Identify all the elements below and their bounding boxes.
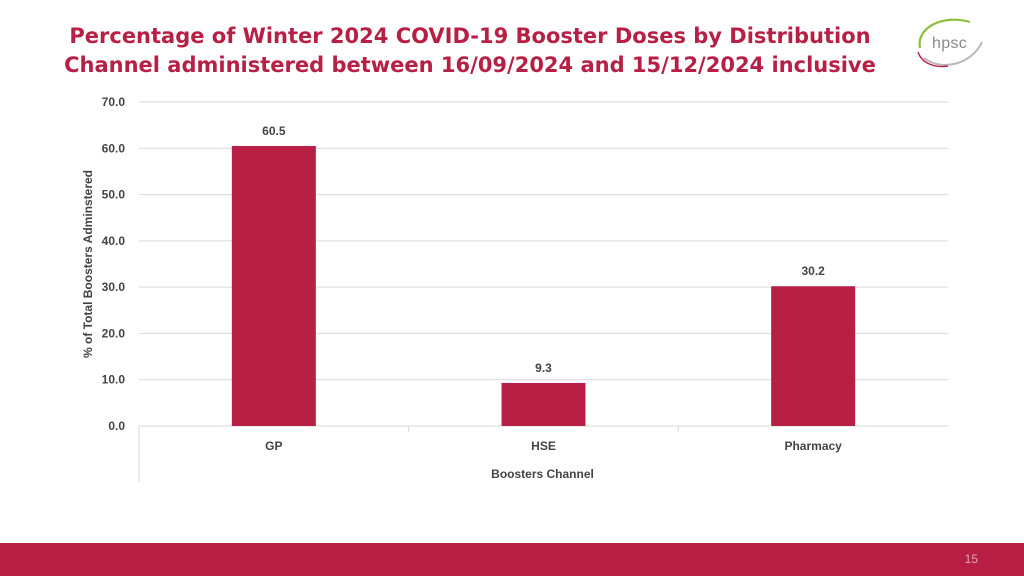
x-axis-categories: GP HSE Pharmacy bbox=[265, 439, 842, 453]
data-label-hse: 9.3 bbox=[535, 361, 552, 375]
footer-bar: 15 bbox=[0, 543, 1024, 576]
y-tick-label: 10.0 bbox=[102, 373, 126, 387]
slide-title-line-2: Channel administered between 16/09/2024 … bbox=[64, 53, 876, 77]
chart-bars bbox=[231, 145, 856, 426]
page-number: 15 bbox=[964, 552, 978, 566]
hpsc-logo: hpsc bbox=[912, 14, 986, 72]
category-label-gp: GP bbox=[265, 439, 282, 453]
y-tick-label: 60.0 bbox=[102, 141, 126, 155]
bar-data-labels: 60.5 9.3 30.2 bbox=[262, 124, 825, 375]
y-tick-label: 70.0 bbox=[102, 95, 126, 109]
y-axis-ticks: 0.0 10.0 20.0 30.0 40.0 50.0 60.0 70.0 bbox=[102, 95, 126, 433]
category-label-hse: HSE bbox=[531, 439, 556, 453]
data-label-gp: 60.5 bbox=[262, 124, 286, 138]
data-label-pharmacy: 30.2 bbox=[801, 264, 825, 278]
y-tick-label: 40.0 bbox=[102, 234, 126, 248]
slide-title-line-1: Percentage of Winter 2024 COVID-19 Boost… bbox=[69, 24, 871, 48]
y-tick-label: 20.0 bbox=[102, 326, 126, 340]
logo-swoosh-icon bbox=[917, 18, 983, 68]
y-tick-label: 50.0 bbox=[102, 188, 126, 202]
bar-pharmacy bbox=[771, 286, 856, 426]
bar-gp bbox=[231, 145, 316, 426]
bar-chart: 0.0 10.0 20.0 30.0 40.0 50.0 60.0 70.0 60.5 9.3 3… bbox=[81, 95, 948, 482]
bar-hse bbox=[501, 382, 586, 426]
y-tick-label: 30.0 bbox=[102, 280, 126, 294]
slide-title: Percentage of Winter 2024 COVID-19 Boost… bbox=[0, 22, 940, 80]
y-axis-title: % of Total Boosters Adminstered bbox=[81, 170, 95, 358]
logo-text: hpsc bbox=[932, 35, 967, 52]
category-label-pharmacy: Pharmacy bbox=[784, 439, 842, 453]
x-axis-title: Boosters Channel bbox=[491, 467, 594, 481]
y-tick-label: 0.0 bbox=[108, 419, 125, 433]
